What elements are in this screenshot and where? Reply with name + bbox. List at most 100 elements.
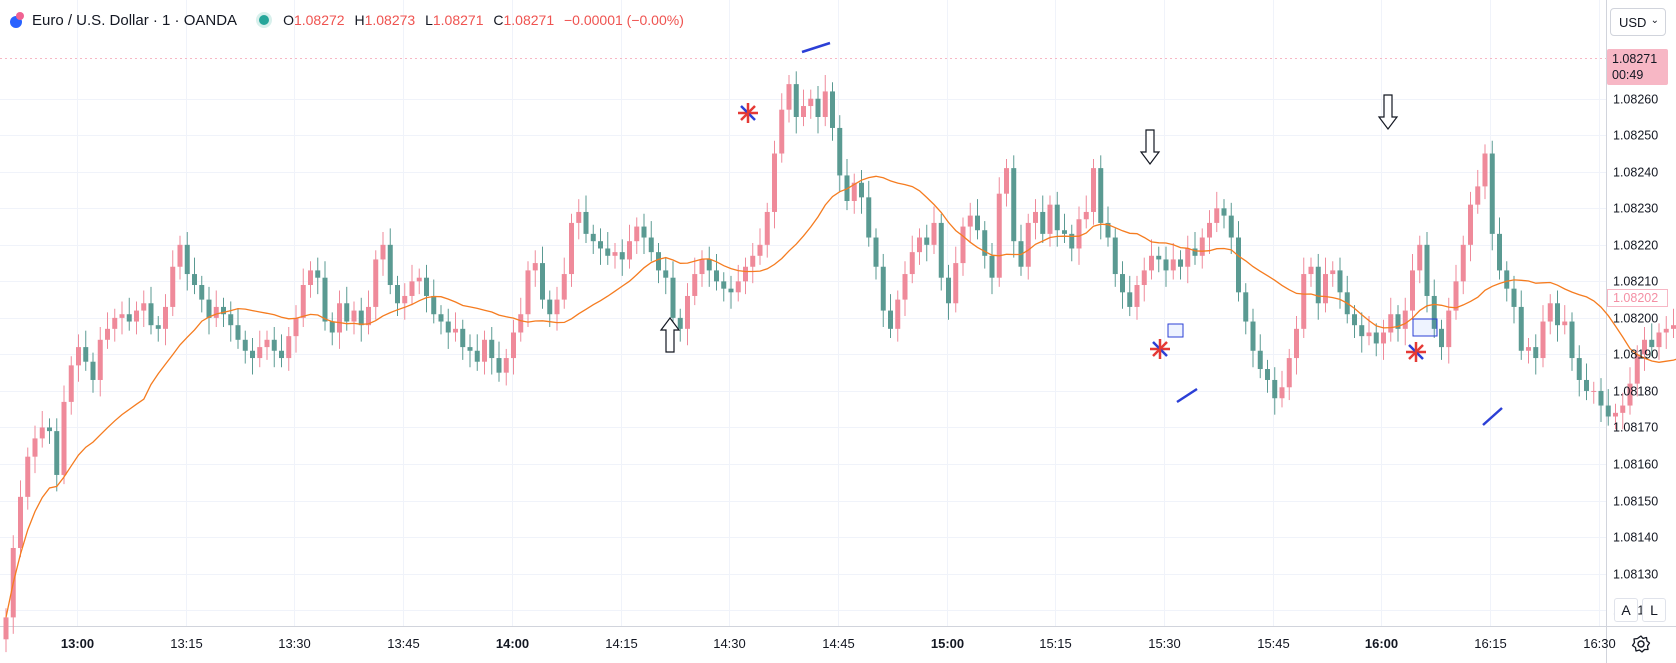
candle-body [946,277,951,304]
candle-body [859,182,864,198]
ohlc-low-label: L [425,12,433,28]
arrow-marker-down[interactable] [1139,129,1161,165]
currency-select[interactable]: USD ⌄ [1610,8,1666,36]
auto-scale-button[interactable]: A [1614,598,1638,622]
candle-body [1417,244,1423,271]
arrow-marker-up[interactable] [659,317,681,353]
candle-body [424,277,429,296]
star-marker[interactable] [738,103,758,123]
candle-body [1156,255,1162,260]
candle-body [1562,321,1568,326]
candle-body [329,321,335,333]
candle-body [1663,328,1669,333]
drawings[interactable] [659,41,1503,426]
candle-body [779,109,785,154]
star-marker[interactable] [1150,339,1170,359]
candle-body [250,350,255,359]
candle-body [1185,248,1191,267]
candle-body [967,215,973,227]
candle-body [25,456,31,497]
candle-body [395,285,400,304]
ohlc-high-label: H [354,12,365,28]
candle-body [1489,153,1495,234]
symbol-title[interactable]: Euro / U.S. Dollar · 1 · OANDA [32,11,238,29]
gear-icon[interactable] [1630,633,1652,655]
time-tick-label: 16:00 [1365,636,1398,651]
rectangle-drawing[interactable] [1412,318,1438,337]
candle-body [982,230,988,256]
candle-body [670,277,676,318]
arrow-marker-down[interactable] [1377,94,1399,130]
candle-body [1062,230,1067,234]
candle-body [1446,310,1452,348]
price-tick-label: 1.08240 [1613,166,1658,180]
price-tick-label: 1.08130 [1613,568,1658,582]
rectangle-drawing[interactable] [1167,323,1184,338]
time-tick-label: 15:00 [931,636,964,651]
candle-body [627,241,632,260]
last-price-value: 1.08271 [1612,52,1658,66]
candle-body [344,303,350,322]
trend-line[interactable] [801,41,831,54]
candle-body [1475,186,1481,205]
candle-body [1069,233,1075,249]
candle-body [1105,222,1111,238]
candle-body [1308,266,1314,275]
candle-body [1228,215,1234,238]
candle-body [793,84,799,117]
candle-body [931,222,937,245]
candle-body [279,350,284,359]
candle-body [387,244,393,286]
candle-body [1120,274,1125,293]
candle-body [1591,390,1597,392]
candle-body [1424,244,1430,296]
candle-body [199,285,205,300]
price-tick-label: 1.08150 [1613,495,1658,509]
trend-line[interactable] [1482,407,1503,426]
candle-body [989,255,995,278]
candle-body [1076,219,1082,249]
candle-body [554,299,560,315]
candle-body [1468,204,1473,245]
candle-body [1642,339,1647,355]
candle-body [1170,259,1176,271]
price-tick-label: 1.08140 [1613,531,1658,545]
time-tick-label: 14:30 [713,636,746,651]
candle-body [909,252,915,275]
candle-body [786,84,792,110]
candle-body [438,314,444,322]
candle-body [1504,270,1510,289]
trend-line[interactable] [1176,387,1198,404]
candle-body [924,237,930,245]
candle-body [184,244,190,275]
candle-body [598,241,603,249]
candle-body [699,259,705,275]
price-tick-label: 1.08200 [1613,312,1658,326]
candle-body [18,496,23,548]
star-marker[interactable] [1406,342,1426,362]
candle-body [1199,237,1205,256]
candle-body [1221,208,1227,216]
candle-body [358,310,364,326]
candle-body [1279,387,1285,399]
candle-body [1634,354,1640,384]
candle-body [1243,292,1249,322]
candle-body [764,211,770,245]
time-tick-label: 15:15 [1039,636,1072,651]
candle-body [177,244,183,267]
last-price-tag: 1.08271 00:49 [1607,49,1668,85]
candle-body [561,274,567,300]
candle-body [525,270,531,315]
chart-header: Euro / U.S. Dollar · 1 · OANDA O1.08272 … [8,8,684,32]
candle-body [1576,358,1582,380]
candle-body [1381,332,1386,344]
log-scale-button[interactable]: L [1642,598,1666,622]
price-tick-label: 1.08170 [1613,421,1658,435]
candle-body [685,295,690,329]
candle-body [808,98,814,107]
candle-body [235,325,241,340]
time-tick-label: 13:15 [170,636,203,651]
time-tick-label: 14:45 [822,636,855,651]
candle-body [1410,270,1415,311]
